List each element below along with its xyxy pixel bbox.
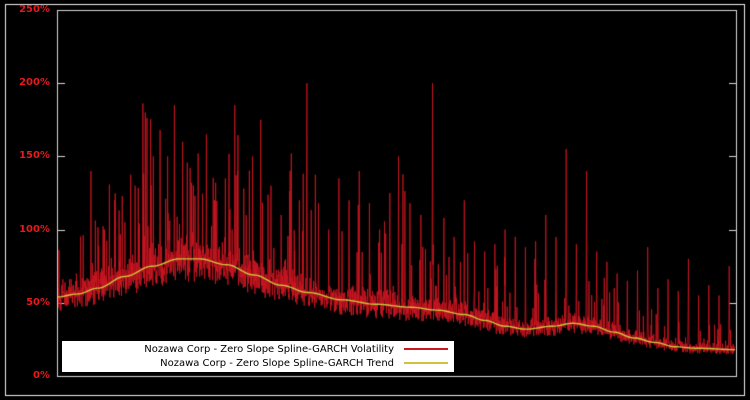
legend-row-volatility: Nozawa Corp - Zero Slope Spline-GARCH Vo… xyxy=(68,342,448,356)
legend-label-volatility: Nozawa Corp - Zero Slope Spline-GARCH Vo… xyxy=(144,343,394,355)
legend-row-trend: Nozawa Corp - Zero Slope Spline-GARCH Tr… xyxy=(68,356,448,370)
legend-label-trend: Nozawa Corp - Zero Slope Spline-GARCH Tr… xyxy=(160,357,394,369)
volatility-line-sample-icon xyxy=(404,348,448,350)
legend-box: Nozawa Corp - Zero Slope Spline-GARCH Vo… xyxy=(62,341,454,372)
trend-line-sample-icon xyxy=(404,362,448,364)
